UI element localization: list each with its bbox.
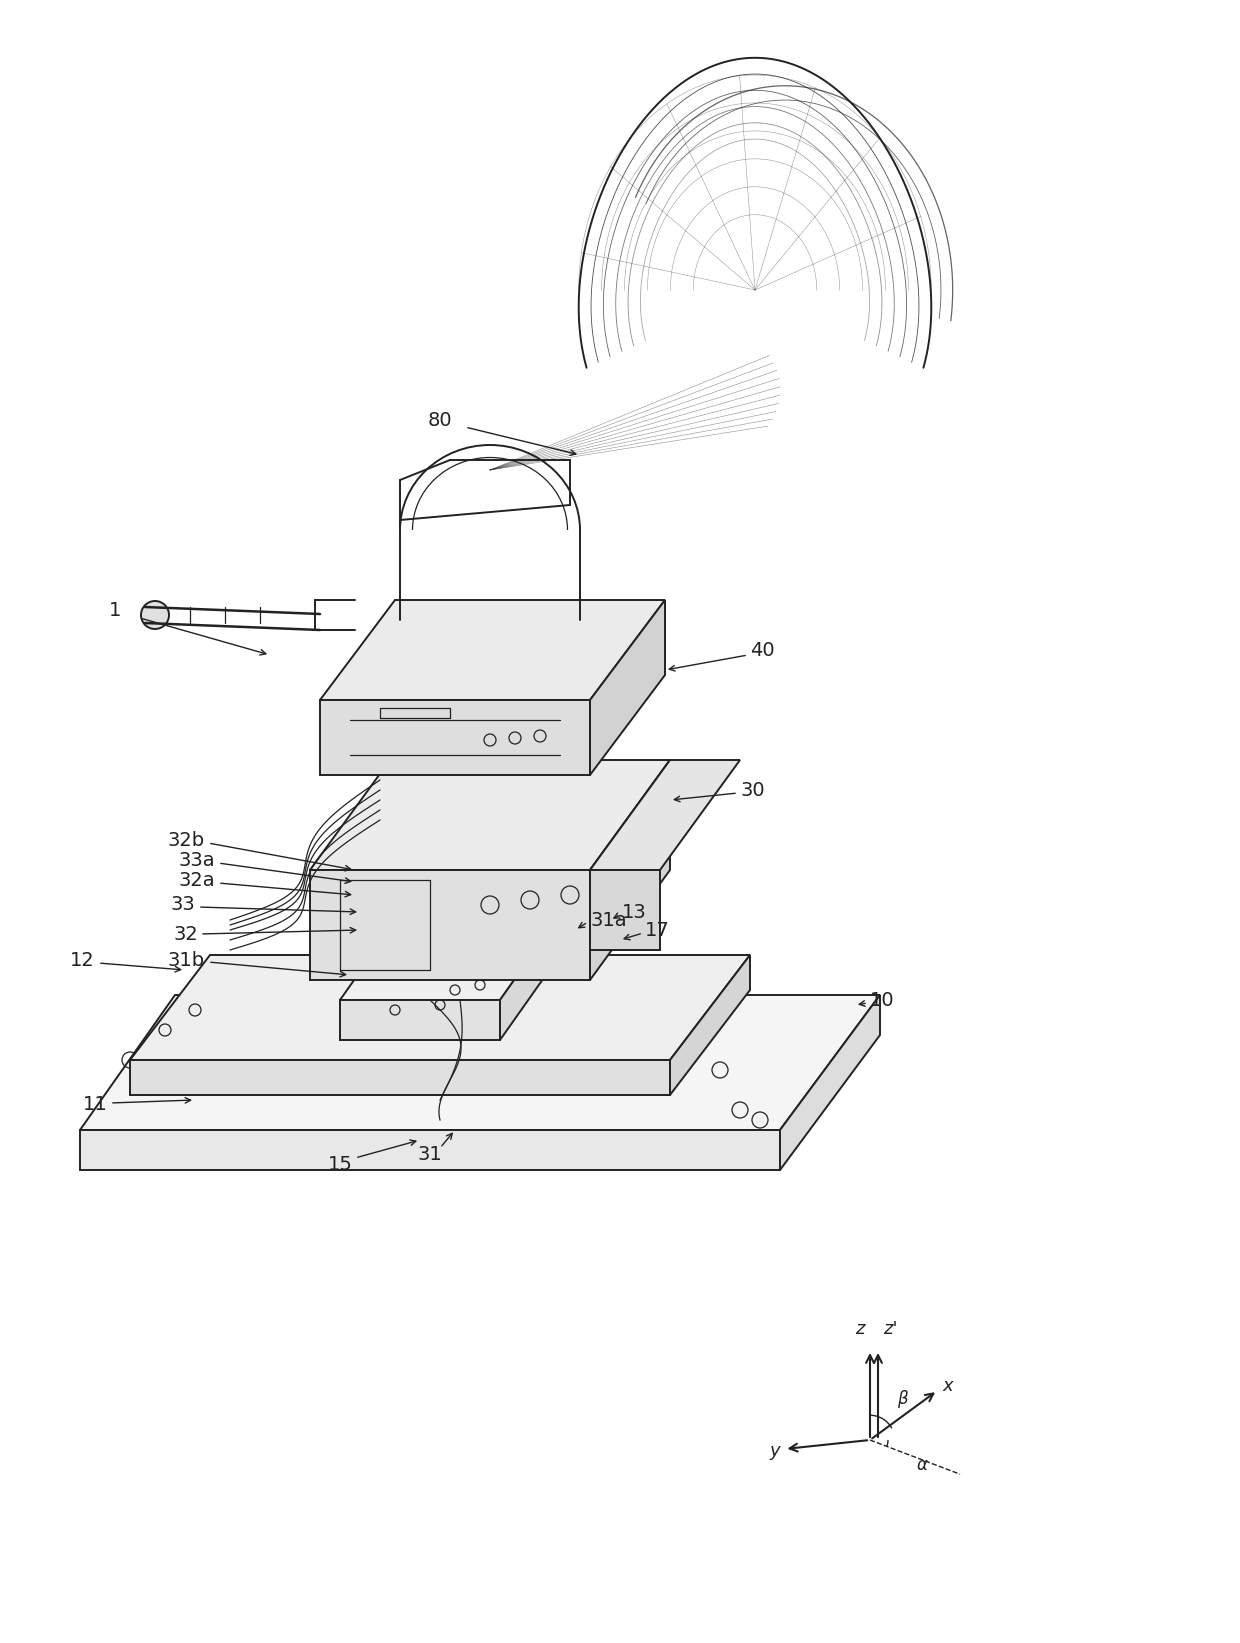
Text: 17: 17: [645, 920, 670, 940]
Text: 1: 1: [109, 600, 122, 619]
Text: 30: 30: [740, 780, 765, 800]
Text: 15: 15: [327, 1155, 352, 1175]
Polygon shape: [130, 955, 750, 1060]
Text: 31: 31: [418, 1145, 443, 1165]
Polygon shape: [320, 600, 665, 700]
Polygon shape: [590, 761, 670, 979]
Text: 31a: 31a: [590, 910, 626, 930]
Text: 80: 80: [428, 411, 453, 429]
Polygon shape: [310, 761, 670, 871]
Text: 32b: 32b: [167, 830, 205, 849]
Text: 31b: 31b: [167, 951, 205, 969]
Text: y: y: [769, 1443, 780, 1459]
Polygon shape: [340, 1001, 500, 1040]
Text: 32a: 32a: [179, 871, 215, 889]
Text: 12: 12: [71, 951, 95, 969]
Polygon shape: [500, 915, 560, 1040]
Polygon shape: [590, 600, 665, 775]
Polygon shape: [340, 915, 560, 1001]
Polygon shape: [320, 700, 590, 775]
Text: 13: 13: [622, 904, 647, 922]
Polygon shape: [310, 871, 590, 979]
Text: β: β: [897, 1390, 908, 1408]
Polygon shape: [81, 1130, 780, 1170]
Text: 33: 33: [170, 895, 195, 915]
Text: 11: 11: [83, 1096, 108, 1114]
Polygon shape: [81, 996, 880, 1130]
Text: z': z': [883, 1319, 898, 1337]
Text: 32: 32: [174, 925, 198, 945]
Text: 10: 10: [870, 991, 894, 1009]
Circle shape: [141, 601, 169, 629]
Text: z: z: [856, 1319, 864, 1337]
Text: 40: 40: [750, 641, 775, 659]
Polygon shape: [780, 996, 880, 1170]
Polygon shape: [670, 955, 750, 1094]
Polygon shape: [130, 1060, 670, 1094]
Polygon shape: [590, 761, 740, 871]
Text: 33a: 33a: [179, 851, 215, 869]
Polygon shape: [590, 871, 660, 950]
Text: α: α: [916, 1456, 928, 1474]
Text: x: x: [942, 1377, 952, 1395]
